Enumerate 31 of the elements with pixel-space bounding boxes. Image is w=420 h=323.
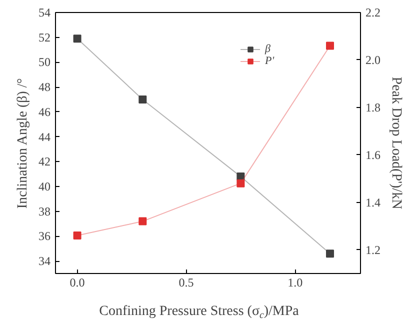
point (73, 34, 82, 43)
y-tick-label: 54 (38, 6, 50, 20)
y2-tick-label: 2.0 (366, 52, 380, 67)
y-tick-label: 52 (38, 30, 50, 44)
y2-axis-title: Peak Drop Load(P')/kN (388, 76, 404, 210)
y-tick-label: 36 (38, 229, 50, 244)
y-tick-label: 40 (38, 180, 50, 194)
point (138, 217, 147, 226)
y-tick-label: 34 (38, 254, 50, 268)
x-tick-label: 1.0 (288, 276, 303, 290)
y-tick-label: 44 (38, 130, 50, 144)
x-tick-label: 0.5 (178, 276, 194, 290)
y-tick-label: 38 (38, 204, 50, 218)
point (236, 179, 245, 188)
legend-label: P' (265, 55, 276, 67)
y-tick-label: 42 (38, 154, 50, 169)
x-tick-label: 0.0 (70, 276, 85, 290)
point (138, 96, 147, 104)
y2-tick-label: 1.2 (366, 242, 380, 257)
y-tick-label: 48 (38, 80, 50, 94)
y-tick-label: 50 (38, 55, 50, 70)
point (326, 42, 334, 50)
y-tick-label: 46 (38, 104, 50, 119)
legend-label: β (265, 43, 272, 55)
y-axis-title: Inclination Angle (β) /° (16, 78, 30, 209)
point (73, 232, 82, 240)
y2-tick-label: 1.6 (366, 148, 380, 162)
point (326, 250, 334, 258)
y2-tick-label: 1.8 (366, 100, 380, 114)
y2-tick-label: 1.4 (366, 195, 380, 210)
y2-tick-label: 2.2 (366, 6, 380, 20)
